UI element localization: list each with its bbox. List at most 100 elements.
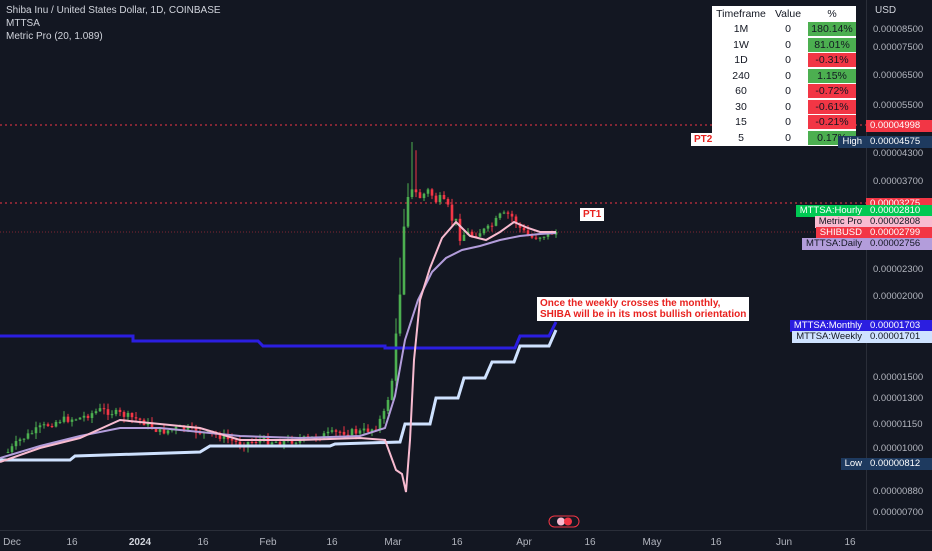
candle-body: [378, 418, 382, 430]
time-tick: 16: [326, 537, 338, 548]
candle-body: [58, 421, 62, 423]
value-cell: 0: [785, 69, 791, 82]
time-tick: 16: [710, 537, 722, 548]
candle-body: [546, 232, 550, 237]
candle-body: [234, 440, 238, 442]
mttsa-monthly-line: [0, 321, 558, 350]
timeframe-row: 1M 0 180.14%: [712, 22, 856, 38]
candle-body: [46, 424, 50, 427]
candle-body: [362, 428, 366, 431]
candle-body: [406, 196, 410, 227]
timeframe-cell: 15: [735, 116, 747, 129]
time-tick: Jun: [775, 537, 793, 548]
mttsa-monthly-label-title: MTTSA:Monthly: [789, 320, 866, 332]
candle-body: [14, 441, 18, 447]
timeframe-cell: 1D: [734, 54, 748, 67]
candle-body: [102, 408, 106, 410]
indicator-mttsa[interactable]: MTTSA: [6, 18, 40, 29]
watermark-logo-icon: [548, 515, 580, 528]
candle-body: [430, 189, 434, 196]
candle-body: [50, 426, 54, 428]
candle-body: [354, 429, 358, 434]
candle-body: [154, 428, 158, 432]
pt1-label[interactable]: PT1: [580, 208, 605, 221]
value-cell: 0: [785, 38, 791, 51]
candle-body: [478, 233, 482, 237]
candle-body: [518, 223, 522, 228]
time-axis[interactable]: Dec 16 2024 16 Feb 16 Mar 16 Apr 16 May 16 Jun 16: [0, 530, 932, 551]
candle-body: [346, 434, 350, 436]
price-tick: 0.00002300: [873, 264, 924, 275]
timeframe-table-header: Timeframe Value %: [712, 6, 856, 22]
candle-body: [446, 199, 450, 205]
candle-body: [290, 439, 294, 444]
indicator-metric-pro[interactable]: Metric Pro (20, 1.089): [6, 31, 103, 42]
candle-body: [434, 195, 438, 203]
candle-body: [90, 413, 94, 418]
candle-body: [330, 430, 334, 432]
price-tick: 0.00005500: [873, 100, 924, 111]
candle-body: [26, 433, 30, 439]
price-tick: 0.00001000: [873, 443, 924, 454]
candle-body: [194, 426, 198, 433]
candle-body: [174, 426, 178, 430]
timeframe-row: 1D 0 -0.31%: [712, 53, 856, 69]
high-label-title: High: [838, 136, 866, 148]
candle-body: [370, 429, 374, 432]
timeframe-cell: 5: [738, 131, 744, 144]
symbol-title[interactable]: Shiba Inu / United States Dollar, 1D, CO…: [6, 5, 221, 16]
candle-body: [390, 380, 394, 400]
shibusd-label-title: SHIBUSD: [815, 227, 866, 239]
candle-body: [498, 213, 502, 218]
value-cell: 0: [785, 85, 791, 98]
candle-body: [522, 227, 526, 231]
time-tick: Dec: [3, 537, 21, 548]
metric-pro-line: [0, 220, 556, 493]
pt2-label[interactable]: PT2: [691, 133, 716, 146]
candle-body: [94, 411, 98, 414]
price-tick: 0.00002000: [873, 291, 924, 302]
candle-body: [502, 212, 506, 214]
candle-body: [458, 218, 462, 241]
time-tick: 16: [584, 537, 596, 548]
candle-body: [246, 441, 250, 447]
weekly-monthly-cross-note[interactable]: Once the weekly crosses the monthly, SHI…: [537, 297, 750, 321]
metric-pro-label-title: Metric Pro: [814, 216, 866, 228]
candle-body: [542, 236, 546, 238]
percent-cell: -0.72%: [808, 84, 856, 99]
candle-body: [482, 228, 486, 234]
mttsa-weekly-label-title: MTTSA:Weekly: [792, 331, 866, 343]
candle-body: [534, 237, 538, 239]
mttsa-weekly-line: [0, 329, 558, 462]
candle-body: [66, 416, 70, 422]
price-tick: 0.00001500: [873, 372, 924, 383]
timeframe-cell: 1W: [733, 38, 749, 51]
mttsa-weekly-label: 0.00001701: [866, 331, 932, 343]
time-tick: 16: [66, 537, 78, 548]
candle-body: [526, 230, 530, 236]
currency-label[interactable]: USD: [875, 5, 897, 16]
candles: [6, 142, 558, 455]
candle-body: [126, 412, 130, 417]
candle-body: [402, 226, 406, 295]
candle-body: [114, 409, 118, 415]
candle-body: [18, 439, 22, 442]
candle-body: [382, 410, 386, 419]
price-tick: 0.00003700: [873, 176, 924, 187]
high-label: 0.00004575: [866, 136, 932, 148]
shibusd-label: 0.00002799: [866, 227, 932, 239]
candle-body: [494, 217, 498, 226]
candle-body: [250, 441, 254, 443]
candle-body: [150, 422, 154, 429]
candle-body: [366, 428, 370, 432]
candle-body: [222, 434, 226, 439]
candle-body: [386, 399, 390, 411]
candle-body: [294, 442, 298, 444]
price-tick: 0.00006500: [873, 70, 924, 81]
price-axis[interactable]: USD 0.00008500 0.00007500 0.00006500 0.0000…: [866, 0, 932, 530]
candle-body: [74, 419, 78, 421]
candle-body: [34, 427, 38, 434]
candle-body: [470, 231, 474, 237]
mttsa-hourly-label: 0.00002810: [866, 205, 932, 217]
candle-body: [418, 192, 422, 199]
